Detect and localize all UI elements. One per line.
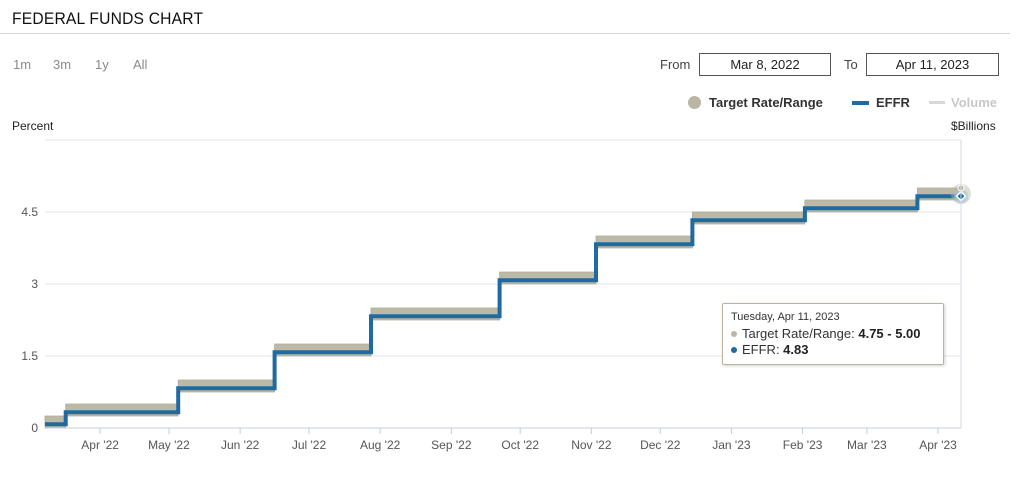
y-tick-label: 0 bbox=[31, 421, 38, 435]
legend-volume-marker bbox=[929, 101, 945, 104]
x-tick-label: Jan '23 bbox=[712, 438, 751, 452]
tooltip-target-dot bbox=[731, 330, 737, 337]
x-tick-label: Apr '23 bbox=[919, 438, 957, 452]
tooltip-target-value: 4.75 - 5.00 bbox=[858, 326, 921, 341]
y-tick-label: 3 bbox=[31, 277, 38, 291]
tooltip-effr-label: EFFR: bbox=[742, 342, 784, 357]
y-axis-title: Percent bbox=[12, 119, 54, 133]
tooltip: Tuesday, Apr 11, 2023 Target Rate/Range:… bbox=[722, 303, 944, 365]
range-button-1m[interactable]: 1m bbox=[13, 57, 32, 72]
to-date-input[interactable] bbox=[866, 53, 999, 76]
to-label: To bbox=[844, 57, 858, 72]
tooltip-target-row: Target Rate/Range: 4.75 - 5.00 bbox=[731, 326, 935, 342]
legend-item-effr[interactable]: EFFR bbox=[852, 95, 910, 110]
x-tick-label: Oct '22 bbox=[501, 438, 539, 452]
tooltip-date: Tuesday, Apr 11, 2023 bbox=[731, 311, 840, 323]
y2-axis-title: $Billions bbox=[951, 119, 996, 133]
chart-title: FEDERAL FUNDS CHART bbox=[12, 9, 204, 28]
x-tick-label: Jul '22 bbox=[292, 438, 327, 452]
x-tick-label: Mar '23 bbox=[847, 438, 887, 452]
legend-volume-label: Volume bbox=[951, 95, 997, 110]
legend-effr-label: EFFR bbox=[876, 95, 910, 110]
from-date-input[interactable] bbox=[699, 53, 831, 76]
legend-target-label: Target Rate/Range bbox=[709, 95, 823, 110]
title-divider bbox=[0, 33, 1010, 34]
y-tick-label: 1.5 bbox=[21, 349, 38, 363]
x-tick-label: Nov '22 bbox=[571, 438, 612, 452]
x-tick-label: Dec '22 bbox=[640, 438, 681, 452]
tooltip-effr-dot bbox=[731, 346, 737, 353]
x-tick-label: Feb '23 bbox=[783, 438, 823, 452]
x-tick-label: Sep '22 bbox=[431, 438, 472, 452]
y-tick-label: 4.5 bbox=[21, 205, 38, 219]
x-tick-label: Aug '22 bbox=[360, 438, 401, 452]
x-tick-label: May '22 bbox=[148, 438, 190, 452]
tooltip-target-label: Target Rate/Range: bbox=[742, 326, 859, 341]
tooltip-effr-row: EFFR: 4.83 bbox=[731, 342, 935, 358]
x-tick-label: Jun '22 bbox=[221, 438, 260, 452]
legend-target-marker bbox=[688, 96, 701, 109]
range-button-3m[interactable]: 3m bbox=[53, 57, 72, 72]
x-tick-label: Apr '22 bbox=[81, 438, 119, 452]
legend-effr-marker bbox=[852, 100, 869, 105]
tooltip-effr-value: 4.83 bbox=[783, 342, 809, 357]
from-label: From bbox=[660, 57, 691, 72]
range-button-1y[interactable]: 1y bbox=[95, 57, 109, 72]
legend-item-target[interactable]: Target Rate/Range bbox=[688, 95, 823, 110]
effr-line bbox=[45, 194, 961, 427]
legend-item-volume[interactable]: Volume bbox=[929, 95, 997, 110]
range-button-all[interactable]: All bbox=[133, 57, 148, 72]
